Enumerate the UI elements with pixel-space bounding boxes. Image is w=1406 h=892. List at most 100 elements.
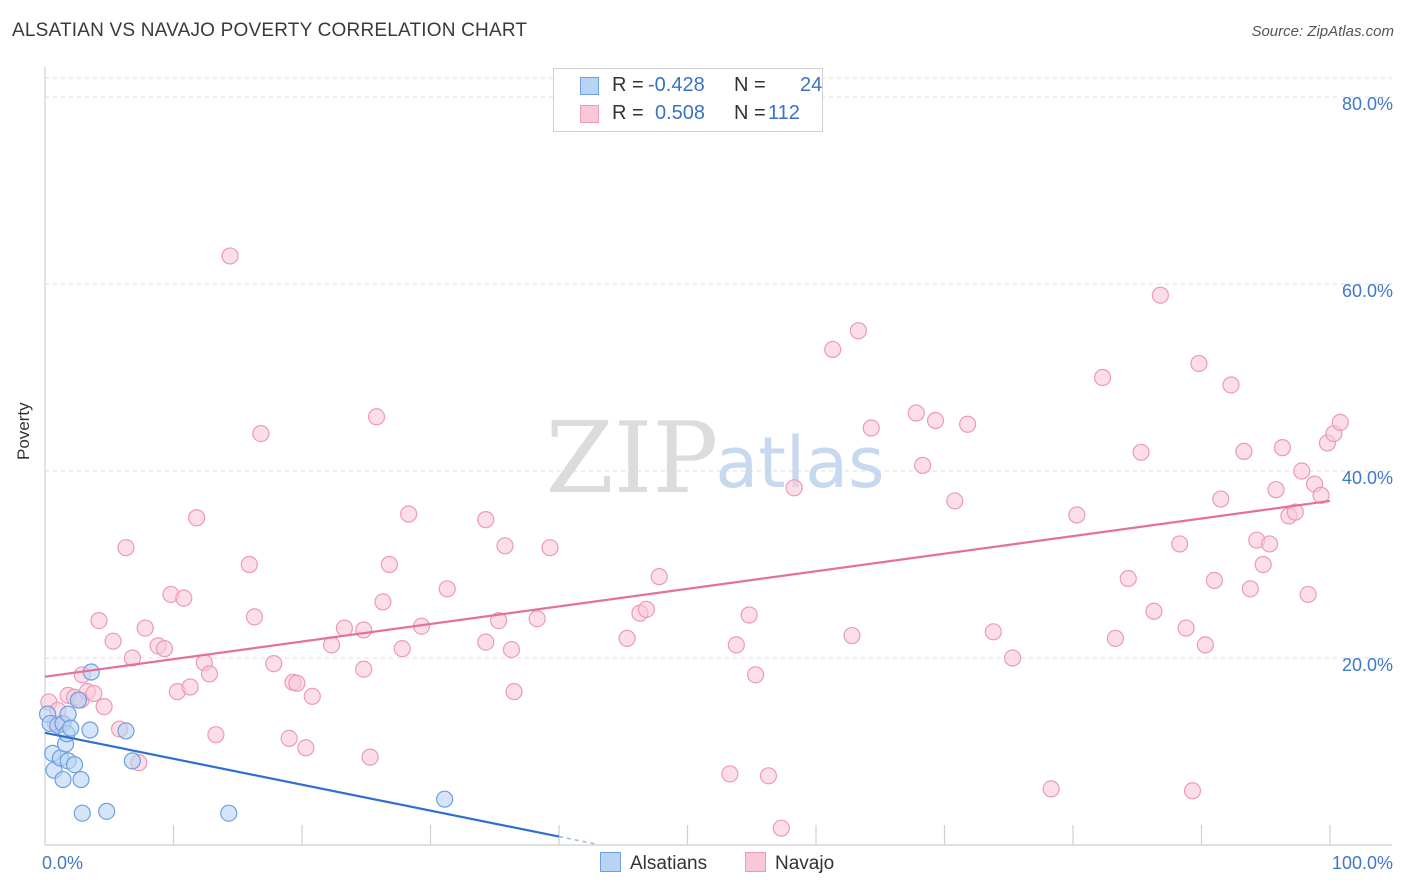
navajo-point (400, 505, 418, 523)
y-tick-label: 40.0% (1342, 468, 1393, 488)
navajo-point (1106, 629, 1125, 647)
navajo-point (1171, 535, 1189, 553)
navajo-point (721, 765, 739, 783)
x-tick-label-right: 100.0% (1332, 853, 1393, 873)
navajo-point (1254, 555, 1272, 574)
navajo-point (505, 683, 523, 701)
navajo-point (496, 537, 514, 555)
navajo-point (240, 555, 258, 574)
navajo-point (747, 666, 765, 684)
navajo-point (367, 408, 386, 426)
y-tick-label: 20.0% (1342, 655, 1393, 675)
navajo-point (136, 619, 154, 637)
navajo-point (541, 539, 559, 557)
navajo-point (1132, 443, 1150, 461)
navajo-point (393, 640, 411, 658)
series-swatch-alsatians (600, 852, 621, 872)
navajo-point (1068, 506, 1086, 524)
navajo-point (1267, 481, 1285, 499)
series-label-alsatians: Alsatians (630, 853, 708, 874)
alsatians-point (123, 752, 141, 770)
navajo-point (155, 640, 174, 658)
navajo-point (1299, 585, 1317, 604)
series-legend-navajo[interactable]: Navajo (745, 852, 834, 875)
navajo-point (759, 767, 778, 785)
navajo-point (288, 674, 306, 692)
alsatians-point (117, 722, 135, 740)
navajo-point (1042, 780, 1060, 798)
navajo-point (1093, 368, 1112, 387)
alsatians-point (65, 755, 84, 774)
navajo-point (959, 415, 977, 433)
series-label-navajo: Navajo (775, 853, 835, 874)
trend-lines (44, 499, 1331, 846)
navajo-point (1151, 286, 1169, 304)
navajo-point (188, 509, 206, 527)
navajo-point (355, 660, 373, 678)
alsatians-point (72, 770, 90, 789)
legend-r-value: 0.508 (655, 102, 706, 124)
legend-r-label: R = (612, 102, 644, 124)
navajo-point (1331, 413, 1349, 431)
navajo-point (984, 623, 1002, 641)
navajo-point (637, 600, 655, 618)
navajo-point (650, 568, 668, 586)
navajo-point (740, 606, 758, 624)
navajo-trend-line (44, 499, 1331, 678)
alsatians-point (54, 770, 72, 789)
chart-title: ALSATIAN VS NAVAJO POVERTY CORRELATION C… (12, 20, 528, 41)
legend-n-value: 112 (768, 102, 800, 124)
navajo-point (1004, 649, 1022, 667)
navajo-point (1196, 636, 1214, 654)
navajo-point (843, 626, 861, 645)
navajo-point (252, 425, 270, 443)
navajo-point (1205, 571, 1223, 589)
navajo-point (1235, 442, 1253, 460)
legend-n-value: 24 (800, 74, 823, 96)
navajo-point (245, 608, 264, 626)
navajo-point (1119, 569, 1137, 588)
alsatians-points (38, 663, 454, 822)
navajo-point (380, 555, 398, 574)
alsatians-point (436, 790, 454, 808)
navajo-point (824, 340, 842, 359)
x-tick-label-left: 0.0% (42, 853, 83, 873)
navajo-point (123, 649, 141, 667)
navajo-point (1177, 619, 1195, 637)
navajo-point (104, 632, 122, 650)
legend-row-navajo: R = 0.508 N = 112 (554, 100, 822, 128)
navajo-point (265, 655, 283, 673)
navajo-point (90, 611, 108, 630)
navajo-point (1212, 490, 1230, 508)
navajo-point (181, 678, 199, 696)
legend-row-alsatians: R = -0.428 N = 24 (554, 72, 822, 100)
navajo-point (1183, 782, 1202, 800)
navajo-point (438, 580, 456, 598)
navajo-point (117, 539, 135, 557)
navajo-point (1222, 376, 1240, 394)
navajo-point (1293, 462, 1311, 480)
navajo-point (490, 611, 508, 630)
series-legend-alsatians[interactable]: Alsatians (600, 852, 707, 875)
alsatians-point (69, 691, 88, 709)
navajo-point (1312, 486, 1330, 504)
legend-swatch-navajo (580, 105, 599, 123)
navajo-point (280, 729, 298, 748)
alsatians-point (62, 719, 80, 737)
alsatians-point (81, 721, 99, 739)
alsatians-trend-line (44, 731, 560, 838)
navajo-point (1241, 580, 1259, 598)
navajo-point (1286, 503, 1304, 521)
navajo-point (335, 619, 354, 637)
alsatians-point (98, 802, 116, 820)
navajo-point (221, 247, 239, 265)
navajo-point (175, 589, 193, 607)
navajo-point (785, 479, 803, 497)
navajo-point (502, 640, 521, 659)
navajo-point (477, 511, 495, 529)
navajo-point (85, 684, 103, 703)
navajo-point (200, 665, 219, 683)
navajo-point (1190, 354, 1208, 373)
navajo-point (914, 456, 932, 474)
correlation-legend: R = -0.428 N = 24 R = 0.508 N = 112 (553, 68, 823, 132)
